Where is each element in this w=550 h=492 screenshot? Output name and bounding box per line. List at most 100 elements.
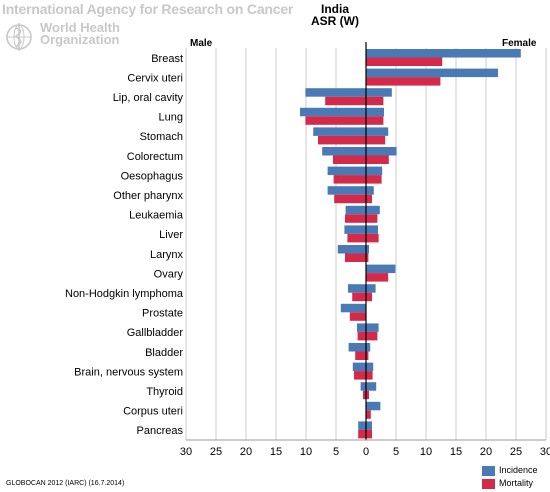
incidence-female-bar [366, 205, 380, 215]
incidence-female-bar [366, 323, 379, 332]
incidence-female-bar [366, 107, 384, 117]
who-name-line2: Organization [40, 32, 120, 47]
x-tick-label: 20 [240, 446, 252, 458]
incidence-female-bar [366, 127, 389, 136]
category-label: Corpus uteri [123, 406, 183, 418]
legend-label-mortality: Mortality [499, 478, 534, 488]
mortality-male-bar [358, 429, 366, 439]
mortality-female-bar [366, 390, 369, 400]
incidence-male-bar [305, 88, 366, 97]
x-tick-label: 25 [510, 446, 522, 458]
incidence-male-bar [352, 362, 366, 372]
category-label: Breast [151, 53, 183, 65]
mortality-female-bar [366, 57, 443, 66]
category-label: Ovary [154, 268, 184, 280]
female-side-label: Female [502, 38, 537, 49]
category-label: Other pharynx [113, 190, 183, 202]
category-label: Stomach [140, 131, 183, 143]
mortality-female-bar [366, 351, 369, 360]
incidence-male-bar [340, 303, 366, 313]
x-tick-label: 10 [300, 446, 312, 458]
category-label: Bladder [145, 347, 183, 359]
mortality-female-bar [366, 233, 379, 243]
mortality-female-bar [366, 429, 372, 439]
category-label: Thyroid [146, 386, 183, 398]
mortality-female-bar [366, 135, 386, 145]
category-label: Prostate [142, 308, 183, 320]
legend-swatch-incidence [482, 466, 495, 476]
mortality-female-bar [366, 292, 372, 302]
mortality-male-bar [354, 371, 366, 380]
category-label: Leukaemia [129, 210, 184, 222]
x-tick-label: 30 [180, 446, 192, 458]
incidence-female-bar [366, 382, 377, 391]
mortality-male-bar [345, 253, 366, 262]
mortality-male-bar [349, 312, 366, 321]
chart-subtitle: ASR (W) [311, 14, 359, 28]
x-tick-label: 10 [420, 446, 432, 458]
incidence-female-bar [366, 362, 374, 372]
category-label: Lung [159, 112, 183, 124]
mortality-female-bar [366, 194, 372, 204]
mortality-female-bar [366, 96, 384, 106]
mortality-male-bar [352, 292, 366, 302]
incidence-female-bar [366, 284, 376, 293]
incidence-male-bar [344, 225, 366, 234]
mortality-male-bar [363, 390, 366, 400]
incidence-female-bar [366, 88, 392, 97]
mortality-male-bar [305, 116, 366, 125]
x-tick-label: 5 [393, 446, 399, 458]
mortality-male-bar [345, 214, 366, 223]
incidence-male-bar [327, 166, 366, 176]
chart-title: India [320, 2, 349, 16]
incidence-female-bar [366, 245, 369, 254]
incidence-male-bar [300, 107, 366, 117]
mortality-male-bar [333, 175, 366, 184]
incidence-female-bar [366, 343, 371, 352]
mortality-female-bar [366, 116, 384, 125]
incidence-male-bar [348, 284, 366, 293]
incidence-male-bar [360, 382, 366, 391]
mortality-female-bar [366, 410, 371, 419]
mortality-female-bar [366, 155, 389, 164]
incidence-male-bar [357, 323, 366, 332]
category-label: Brain, nervous system [74, 366, 183, 378]
legend-label-incidence: Incidence [499, 465, 538, 475]
incidence-male-bar [348, 343, 366, 352]
incidence-female-bar [366, 166, 383, 176]
x-tick-label: 30 [540, 446, 550, 458]
mortality-male-bar [333, 155, 366, 164]
category-label: Colorectum [127, 151, 183, 163]
mortality-male-bar [355, 351, 366, 360]
mortality-male-bar [357, 331, 366, 341]
incidence-male-bar [337, 245, 366, 254]
category-label: Cervix uteri [127, 72, 183, 84]
incidence-female-bar [366, 264, 396, 274]
mortality-female-bar [366, 371, 373, 380]
mortality-male-bar [325, 96, 366, 106]
male-side-label: Male [190, 38, 213, 49]
incidence-female-bar [366, 68, 498, 78]
source-footnote: GLOBOCAN 2012 (IARC) (16.7.2014) [6, 480, 125, 487]
incidence-female-bar [366, 186, 374, 195]
incidence-female-bar [366, 225, 378, 234]
x-tick-label: 20 [480, 446, 492, 458]
x-tick-label: 0 [363, 446, 369, 458]
who-emblem-icon [6, 23, 32, 51]
mortality-female-bar [366, 273, 389, 282]
header-logos: International Agency for Research on Can… [0, 0, 293, 51]
category-label: Non-Hodgkin lymphoma [65, 288, 184, 300]
incidence-male-bar [322, 147, 366, 156]
mortality-female-bar [366, 331, 378, 341]
incidence-female-bar [366, 421, 372, 430]
category-label: Oesophagus [121, 170, 184, 182]
x-tick-label: 15 [450, 446, 462, 458]
x-tick-label: 25 [210, 446, 222, 458]
category-label: Pancreas [137, 425, 184, 437]
x-tick-label: 15 [270, 446, 282, 458]
incidence-male-bar [313, 127, 366, 136]
legend-swatch-mortality [482, 479, 495, 489]
category-label: Gallbladder [127, 327, 184, 339]
incidence-female-bar [366, 147, 397, 156]
